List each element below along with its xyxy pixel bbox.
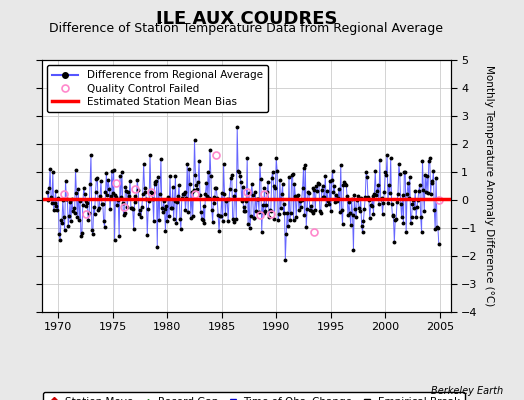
Text: Difference of Station Temperature Data from Regional Average: Difference of Station Temperature Data f… bbox=[49, 22, 443, 35]
Text: ILE AUX COUDRES: ILE AUX COUDRES bbox=[156, 10, 337, 28]
Text: Berkeley Earth: Berkeley Earth bbox=[431, 386, 503, 396]
Legend: Station Move, Record Gap, Time of Obs. Change, Empirical Break: Station Move, Record Gap, Time of Obs. C… bbox=[43, 392, 465, 400]
Y-axis label: Monthly Temperature Anomaly Difference (°C): Monthly Temperature Anomaly Difference (… bbox=[484, 65, 494, 307]
